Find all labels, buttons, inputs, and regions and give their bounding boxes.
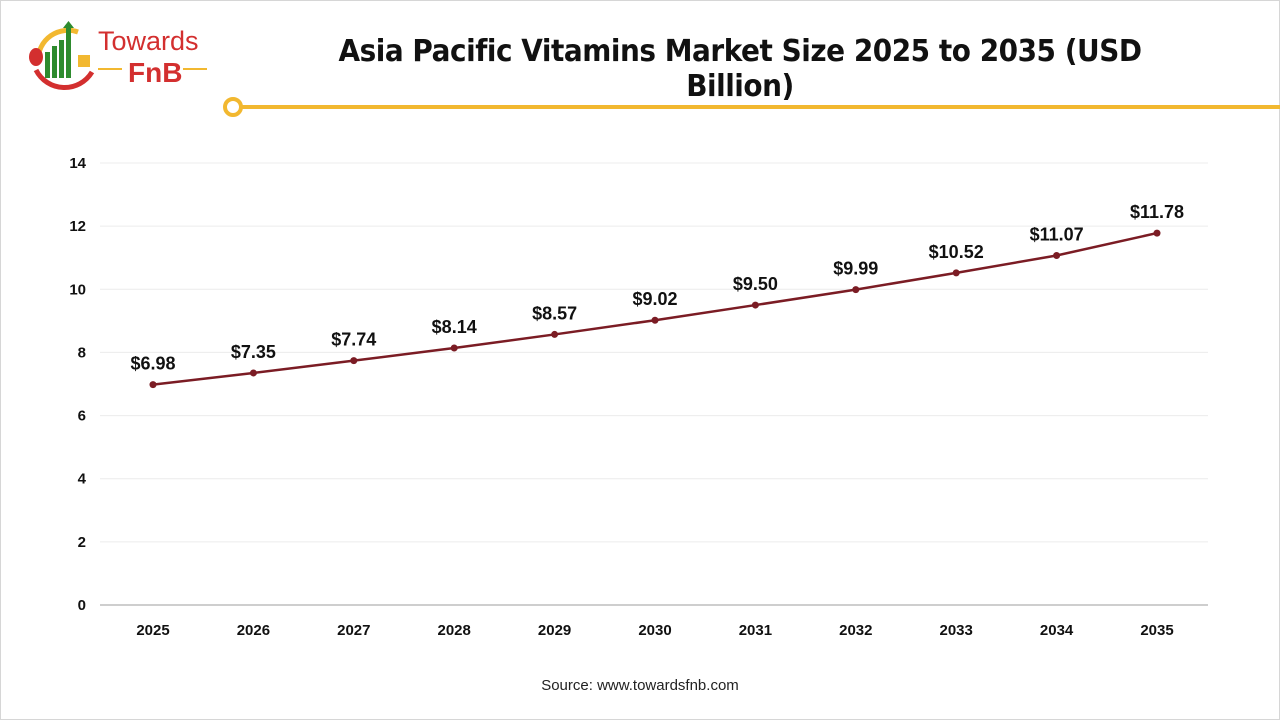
data-point <box>852 286 860 294</box>
data-label: $11.78 <box>1130 202 1184 222</box>
data-point <box>450 344 458 352</box>
x-tick-label: 2030 <box>638 622 671 639</box>
y-tick-label: 4 <box>78 471 87 488</box>
x-tick-label: 2026 <box>237 622 270 639</box>
y-tick-label: 14 <box>69 155 86 172</box>
y-tick-label: 12 <box>69 218 86 235</box>
data-label: $11.07 <box>1030 225 1084 245</box>
y-tick-label: 6 <box>78 408 86 425</box>
x-tick-label: 2031 <box>739 622 772 639</box>
y-tick-label: 2 <box>78 534 86 551</box>
x-tick-label: 2025 <box>136 622 169 639</box>
x-tick-label: 2035 <box>1140 622 1173 639</box>
x-tick-label: 2032 <box>839 622 872 639</box>
x-tick-label: 2027 <box>337 622 370 639</box>
data-label: $9.50 <box>733 274 778 294</box>
data-label: $9.02 <box>632 289 677 309</box>
chart-title: Asia Pacific Vitamins Market Size 2025 t… <box>338 34 1142 104</box>
data-point <box>149 381 157 389</box>
x-tick-label: 2033 <box>940 622 973 639</box>
data-label: $8.14 <box>432 317 477 337</box>
y-tick-label: 8 <box>78 344 86 361</box>
data-point <box>952 269 960 277</box>
x-tick-label: 2029 <box>538 622 571 639</box>
data-label: $7.35 <box>231 342 276 362</box>
data-point <box>350 357 358 365</box>
y-tick-label: 10 <box>69 281 86 298</box>
data-point <box>1053 252 1061 260</box>
towards-fnb-logo: Towards FnB <box>29 21 207 91</box>
data-label: $6.98 <box>130 354 175 374</box>
accent-line <box>223 97 1280 117</box>
y-tick-label: 0 <box>78 597 86 614</box>
data-point <box>651 316 659 324</box>
x-tick-label: 2028 <box>438 622 471 639</box>
logo-text-top: Towards <box>98 26 199 56</box>
data-point <box>551 330 559 338</box>
logo-text-bottom: FnB <box>128 57 182 88</box>
data-point <box>249 369 257 377</box>
data-label: $10.52 <box>929 242 984 262</box>
source-note: Source: www.towardsfnb.com <box>541 677 739 694</box>
data-point <box>1153 229 1161 237</box>
data-point <box>751 301 759 309</box>
data-label: $7.74 <box>331 330 376 350</box>
x-tick-label: 2034 <box>1040 622 1074 639</box>
data-label: $8.57 <box>532 303 577 323</box>
data-label: $9.99 <box>833 259 878 279</box>
